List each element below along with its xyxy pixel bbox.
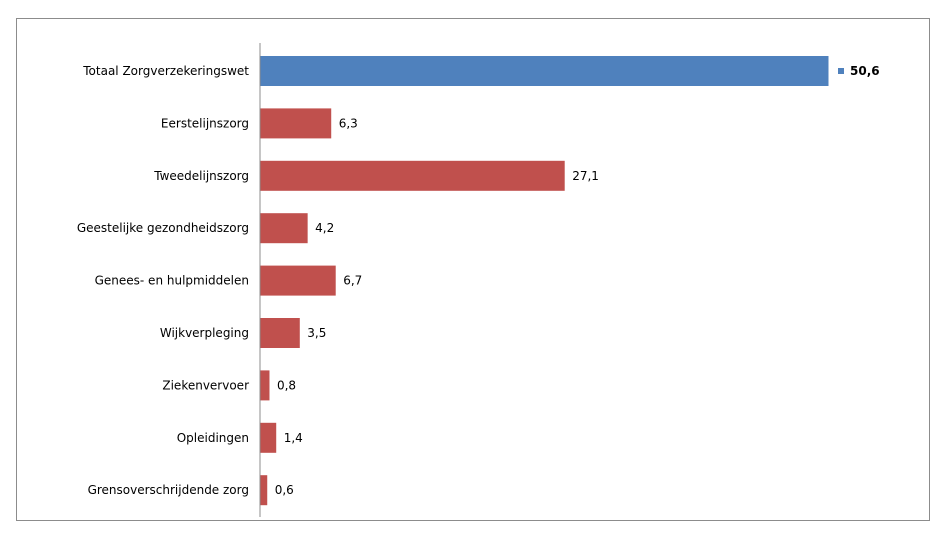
value-label-0: 50,6 bbox=[850, 64, 880, 78]
value-label-7: 1,4 bbox=[284, 431, 303, 445]
bar-4 bbox=[260, 265, 336, 296]
chart-frame: Totaal Zorgverzekeringswet Eerstelijnszor… bbox=[16, 18, 930, 521]
value-label-3: 4,2 bbox=[315, 221, 334, 235]
bar-3 bbox=[260, 213, 308, 244]
category-label-0: Totaal Zorgverzekeringswet bbox=[82, 64, 249, 78]
category-label-7: Opleidingen bbox=[177, 431, 249, 445]
bars-layer bbox=[260, 56, 829, 506]
value-label-8: 0,6 bbox=[275, 483, 294, 497]
bar-8 bbox=[260, 475, 268, 506]
value-labels: 50,6 6,3 27,1 4,2 6,7 3,5 0,8 1,4 0,6 bbox=[275, 64, 880, 497]
bar-2 bbox=[260, 160, 565, 191]
category-label-3: Geestelijke gezondheidszorg bbox=[77, 221, 249, 235]
value-label-1: 6,3 bbox=[339, 116, 358, 130]
total-marker bbox=[838, 68, 844, 74]
bar-5 bbox=[260, 318, 300, 348]
bar-6 bbox=[260, 370, 270, 401]
category-label-4: Genees- en hulpmiddelen bbox=[95, 274, 249, 288]
value-label-4: 6,7 bbox=[343, 274, 362, 288]
value-label-2: 27,1 bbox=[572, 169, 599, 183]
category-label-2: Tweedelijnszorg bbox=[153, 169, 249, 183]
value-label-6: 0,8 bbox=[277, 378, 296, 392]
category-label-1: Eerstelijnszorg bbox=[161, 116, 249, 130]
value-label-5: 3,5 bbox=[307, 326, 326, 340]
chart-plot: Totaal Zorgverzekeringswet Eerstelijnszor… bbox=[77, 43, 880, 517]
category-label-5: Wijkverpleging bbox=[160, 326, 249, 340]
category-label-8: Grensoverschrijdende zorg bbox=[88, 483, 249, 497]
category-labels: Totaal Zorgverzekeringswet Eerstelijnszor… bbox=[77, 64, 249, 497]
bar-7 bbox=[260, 422, 277, 453]
bar-1 bbox=[260, 108, 332, 139]
category-label-6: Ziekenvervoer bbox=[162, 378, 249, 392]
bar-0 bbox=[260, 56, 829, 86]
